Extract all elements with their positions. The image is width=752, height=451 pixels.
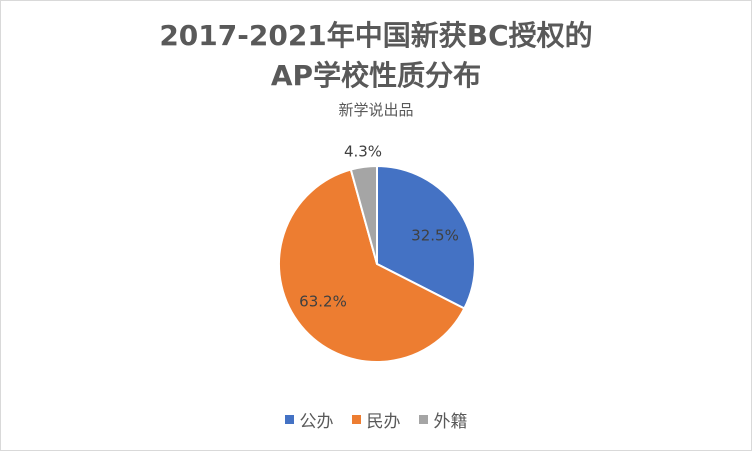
data-label-private: 63.2% [299, 293, 347, 311]
pie-slices [278, 164, 476, 363]
legend-swatch-private [351, 415, 361, 424]
legend-label-public: 公办 [299, 412, 334, 432]
legend: 公办 民办 外籍 [1, 407, 751, 432]
legend-item-public: 公办 [284, 407, 334, 432]
legend-swatch-foreign [418, 415, 428, 424]
data-label-foreign: 4.3% [344, 143, 382, 161]
pie-slice-foreign [349, 164, 378, 265]
chart-title-line1: 2017-2021年中国新获BC授权的 [159, 19, 593, 52]
data-label-public: 32.5% [411, 227, 459, 245]
pie-data-labels: 32.5% 63.2% 4.3% [299, 143, 459, 311]
legend-label-private: 民办 [366, 412, 401, 432]
legend-item-foreign: 外籍 [418, 407, 468, 432]
pie-slice-public [376, 164, 476, 310]
chart-subtitle: 新学说出品 [338, 101, 414, 119]
legend-swatch-public [284, 415, 294, 424]
legend-item-private: 民办 [351, 407, 401, 432]
legend-label-foreign: 外籍 [433, 412, 468, 432]
chart-title-line2: AP学校性质分布 [270, 59, 482, 92]
pie-slice-private [278, 168, 466, 363]
